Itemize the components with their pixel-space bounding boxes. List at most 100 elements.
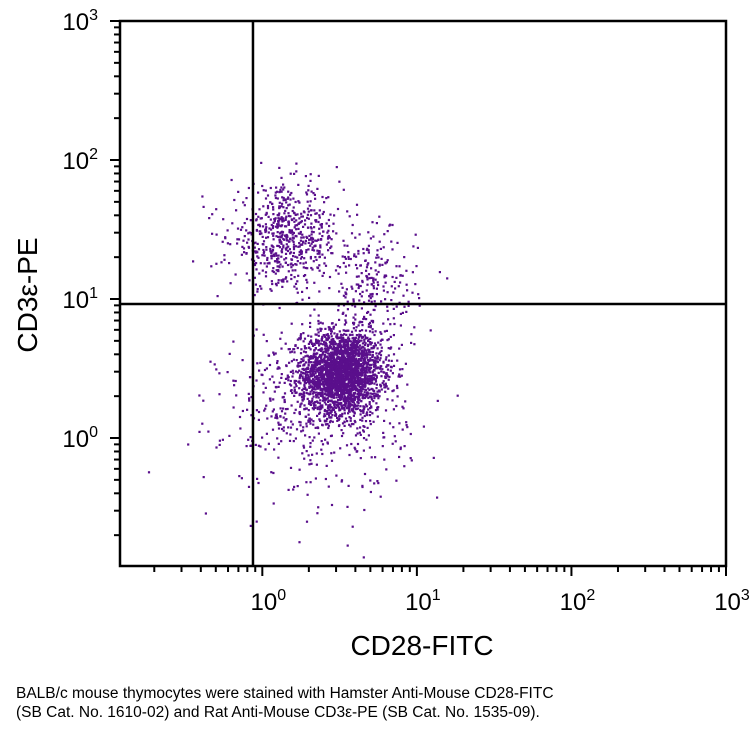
data-point	[218, 372, 221, 375]
data-point	[309, 321, 312, 325]
data-point	[353, 363, 356, 366]
data-point	[226, 371, 229, 374]
data-point	[365, 438, 368, 441]
data-point	[331, 383, 334, 386]
data-point	[372, 389, 375, 392]
data-point	[289, 379, 292, 383]
data-point	[400, 343, 403, 346]
data-point	[247, 485, 251, 488]
data-point	[379, 366, 382, 369]
data-point	[287, 488, 290, 491]
data-point	[327, 229, 330, 232]
data-point	[303, 457, 306, 460]
data-point	[283, 212, 286, 215]
data-point	[334, 350, 337, 353]
data-point	[299, 421, 302, 424]
data-point	[338, 266, 342, 269]
data-point	[340, 338, 343, 341]
data-point	[280, 331, 283, 334]
data-point	[345, 366, 348, 369]
data-point	[276, 226, 279, 229]
data-point	[367, 325, 370, 328]
data-point	[391, 248, 394, 251]
data-point	[342, 294, 345, 297]
data-point	[274, 217, 277, 220]
data-point	[202, 399, 205, 402]
data-point	[344, 360, 347, 363]
data-point	[339, 368, 342, 371]
data-point	[201, 195, 204, 198]
data-point	[325, 380, 329, 383]
data-point	[338, 386, 341, 389]
data-point	[292, 248, 296, 251]
data-point	[337, 272, 340, 275]
data-point	[336, 387, 339, 390]
data-point	[337, 370, 341, 374]
data-point	[202, 205, 205, 208]
data-point	[370, 395, 373, 398]
data-point	[337, 384, 340, 387]
data-point	[346, 350, 349, 353]
data-point	[286, 374, 289, 377]
data-point	[381, 368, 384, 371]
data-point	[306, 354, 309, 357]
data-point	[327, 218, 330, 222]
data-point	[322, 350, 325, 354]
data-point	[365, 274, 368, 278]
data-point	[376, 281, 379, 284]
data-point	[319, 371, 322, 375]
data-point	[339, 336, 342, 339]
data-point	[343, 406, 346, 409]
data-point	[311, 399, 314, 402]
data-point	[249, 524, 252, 527]
data-point	[260, 287, 263, 290]
data-point	[306, 213, 309, 216]
data-point	[276, 197, 279, 200]
data-point	[398, 455, 401, 459]
data-point	[338, 360, 341, 364]
data-point	[330, 245, 333, 248]
data-point	[353, 361, 356, 364]
data-point	[309, 445, 312, 448]
data-point	[367, 353, 370, 356]
data-point	[333, 352, 336, 355]
data-point	[324, 341, 327, 344]
data-point	[317, 376, 320, 380]
data-point	[242, 201, 245, 204]
data-point	[370, 405, 373, 408]
data-point	[339, 377, 342, 381]
data-point	[391, 275, 394, 279]
data-point	[302, 350, 306, 353]
data-point	[270, 257, 273, 260]
data-point	[384, 375, 387, 378]
data-point	[347, 401, 350, 404]
data-point	[347, 377, 350, 380]
data-point	[287, 270, 290, 273]
data-point	[248, 279, 251, 282]
data-point	[280, 376, 283, 379]
data-point	[276, 417, 279, 420]
data-point	[298, 412, 301, 416]
data-point	[314, 391, 317, 394]
data-point	[289, 193, 292, 196]
data-point	[247, 238, 250, 241]
data-point	[346, 337, 350, 340]
data-point	[317, 174, 320, 177]
data-point	[282, 407, 285, 410]
data-point	[284, 277, 287, 280]
data-point	[330, 354, 333, 357]
data-point	[368, 403, 371, 406]
data-point	[254, 251, 257, 254]
data-point	[390, 285, 393, 288]
data-point	[315, 384, 318, 387]
data-point	[405, 269, 408, 272]
data-point	[370, 319, 373, 322]
data-point	[352, 346, 355, 350]
data-point	[318, 209, 321, 212]
data-point	[287, 348, 290, 351]
data-point	[360, 355, 364, 358]
data-point	[328, 340, 331, 344]
data-point	[318, 255, 321, 258]
data-point	[345, 400, 348, 403]
data-point	[369, 420, 372, 423]
